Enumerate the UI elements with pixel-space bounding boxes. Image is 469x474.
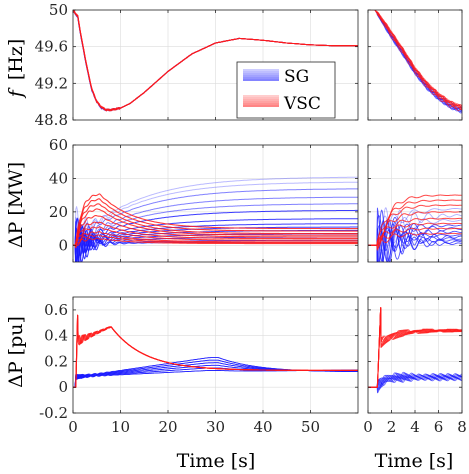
vsc-power-mw-line (73, 221, 358, 249)
plot-area (73, 10, 358, 112)
y-tick-label: 0 (58, 236, 68, 254)
vsc-power-pu-zoom-line (368, 307, 462, 388)
legend-vsc-label: VSC (283, 94, 321, 114)
y-tick-label: 40 (49, 169, 68, 187)
y-tick-label: 48.8 (35, 111, 68, 129)
vsc-power-mw-line (73, 231, 358, 246)
x-tick-label: 8 (457, 418, 467, 436)
vsc-power-mw-line (73, 198, 358, 246)
vsc-frequency-zoom-line (368, 10, 462, 111)
vsc-power-mw-line (73, 214, 358, 248)
plot-area (73, 176, 358, 262)
x-tick-label: 6 (434, 418, 444, 436)
plot-area (368, 10, 462, 114)
sg-power-mw-line (73, 203, 358, 262)
plot-area (73, 314, 358, 388)
ylabel-power-pu: ΔP [pu] (5, 316, 27, 388)
plot-area (368, 194, 462, 262)
sg-power-mw-zoom-line (368, 215, 462, 262)
legend-box (236, 61, 336, 119)
legend-sg-label: SG (284, 67, 309, 87)
vsc-power-mw-line (73, 208, 358, 246)
xlabel-zoom: Time [s] (375, 450, 454, 472)
vsc-power-mw-line (73, 193, 358, 246)
frequency-main-panel: 48.8 49.2 49.6 50 (35, 1, 359, 129)
vsc-power-mw-zoom-line (368, 194, 462, 246)
legend: SG VSC (236, 61, 336, 119)
legend-vsc-swatch (243, 95, 279, 107)
x-tick-label: 0 (363, 418, 373, 436)
vsc-power-mw-line (73, 203, 358, 246)
frequency-zoom-panel (367, 9, 463, 121)
xlabel-main: Time [s] (177, 450, 256, 472)
sg-power-mw-zoom-line (368, 220, 462, 262)
y-tick-label: 49.2 (35, 74, 68, 92)
x-tick-label: 2 (387, 418, 397, 436)
sg-power-mw-line (73, 196, 358, 262)
y-tick-label: -0.2 (39, 404, 68, 422)
y-tick-label: 60 (49, 136, 68, 154)
y-tick-label: 0.2 (44, 352, 68, 370)
vsc-power-mw-line (73, 234, 358, 246)
x-tick-label: 50 (301, 418, 320, 436)
legend-sg-swatch (243, 69, 279, 81)
vsc-power-mw-zoom-line (368, 222, 462, 251)
x-tick-label: 20 (158, 418, 177, 436)
vsc-power-pu-line (73, 314, 358, 388)
sg-power-mw-zoom-line (368, 227, 462, 262)
y-tick-label: 0 (58, 378, 68, 396)
ylabel-power-mw: ΔP [MW] (5, 162, 27, 248)
y-tick-label: 50 (49, 1, 68, 19)
y-tick-label: 20 (49, 203, 68, 221)
power-pu-main-panel: -0.200.20.40.60 10 20 30 40 50 (39, 296, 359, 436)
x-tick-label: 10 (111, 418, 130, 436)
x-tick-label: 0 (68, 418, 78, 436)
x-tick-label: 4 (410, 418, 420, 436)
vsc-power-mw-zoom-line (368, 232, 462, 246)
power-mw-main-panel: 0 20 40 60 (49, 136, 359, 263)
y-tick-label: 0.4 (44, 327, 68, 345)
x-tick-label: 40 (253, 418, 272, 436)
vsc-power-mw-line (73, 237, 358, 246)
vsc-frequency-line (73, 10, 358, 112)
vsc-power-mw-line (73, 226, 358, 247)
sg-power-mw-line (73, 226, 358, 257)
sg-power-pu-zoom-line (368, 371, 462, 389)
x-tick-label: 30 (206, 418, 225, 436)
plot-area (368, 307, 462, 394)
y-tick-label: 0.6 (44, 301, 68, 319)
sg-power-pu-zoom-line (368, 372, 462, 388)
ylabel-frequency: f [Hz] (5, 39, 27, 100)
vsc-power-mw-zoom-line (368, 199, 462, 246)
y-tick-label: 49.6 (35, 38, 68, 56)
power-mw-zoom-panel (367, 144, 463, 263)
vsc-power-mw-zoom-line (368, 227, 462, 248)
sg-power-mw-line (73, 176, 358, 246)
